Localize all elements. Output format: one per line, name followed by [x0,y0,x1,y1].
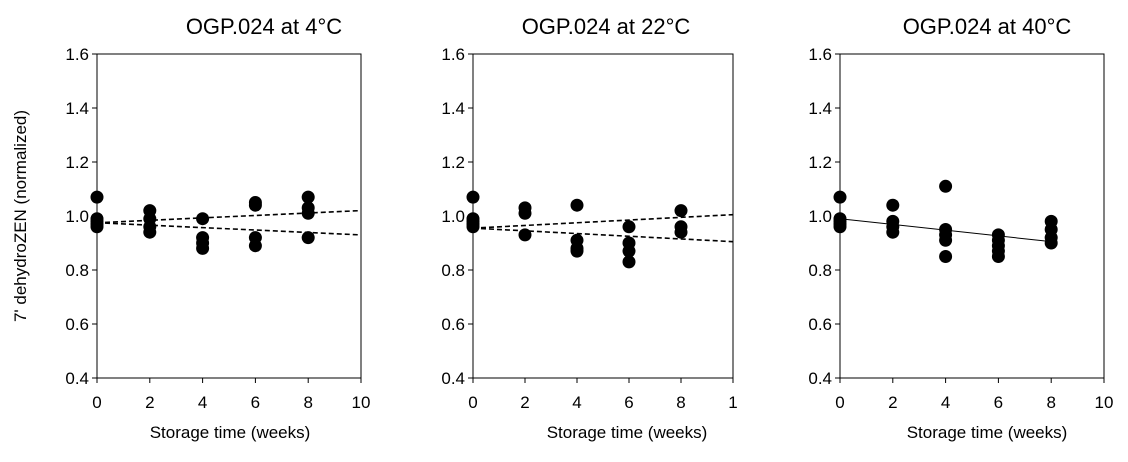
data-point [570,198,584,212]
data-point [939,233,953,247]
data-point [991,250,1005,263]
plot-frame [472,53,734,379]
data-point [518,206,532,220]
data-point [90,220,104,234]
x-tick-label: 6 [624,393,633,412]
x-tick-label: 4 [198,393,207,412]
data-point [518,228,532,242]
x-tick-label: 0 [835,393,844,412]
y-tick-label: 1.4 [441,99,465,118]
data-point [622,220,636,234]
x-tick-label: 10 [1095,393,1114,412]
fit-line-2 [472,227,734,243]
data-point [833,190,847,204]
data-point [301,231,315,245]
x-tick-label: 6 [251,393,260,412]
data-point [196,241,210,255]
x-tick-label: 8 [1046,393,1055,412]
x-tick-label: 0 [468,393,477,412]
y-tick-label: 1.2 [441,153,465,172]
x-tick-label: 8 [676,393,685,412]
chart-panel-1: 0.4 0.6 0.8 1.0 1.2 1.4 1.6 0 2 4 6 8 10 OGP.024 at 4… [11,14,370,442]
y-tick-label: 1.4 [65,99,89,118]
data-point [939,179,953,193]
y-tick-label: 0.8 [65,261,89,280]
chart-title: OGP.024 at 40°C [903,14,1072,39]
chart-panel-2: 0.4 0.6 0.8 1.0 1.2 1.4 1.6 0 2 4 6 8 1 OGP.024 at 22… [441,14,737,442]
x-tick-label: 1 [728,393,737,412]
y-tick-label: 0.4 [65,369,89,388]
data-point [674,225,688,239]
x-tick-label: 0 [92,393,101,412]
chart-title: OGP.024 at 22°C [522,14,691,39]
fit-line-2 [96,221,362,236]
x-tick-label: 8 [303,393,312,412]
x-tick-label: 6 [994,393,1003,412]
y-tick-label: 0.4 [808,369,832,388]
data-point [90,190,104,204]
chart-title: OGP.024 at 4°C [186,14,342,39]
data-point [674,204,688,218]
y-tick-label: 1.2 [65,153,89,172]
x-tick-label: 2 [888,393,897,412]
x-axis-label: Storage time (weeks) [907,423,1068,442]
chart-panel-3: 0.4 0.6 0.8 1.0 1.2 1.4 1.6 0 2 4 6 8 10 OGP.024 at 4… [808,14,1113,442]
y-tick-label: 1.0 [808,207,832,226]
y-tick-label: 1.6 [65,45,89,64]
data-point [196,212,210,226]
y-tick-label: 0.6 [65,315,89,334]
y-tick-label: 0.6 [808,315,832,334]
y-tick-label: 0.4 [441,369,465,388]
y-tick-label: 0.6 [441,315,465,334]
y-tick-label: 1.6 [808,45,832,64]
data-point [248,198,262,212]
data-point [466,220,480,234]
x-tick-label: 4 [941,393,950,412]
data-point [301,206,315,220]
x-axis-label: Storage time (weeks) [547,423,708,442]
y-tick-label: 0.8 [808,261,832,280]
y-tick-label: 1.2 [808,153,832,172]
y-tick-label: 0.8 [441,261,465,280]
y-tick-label: 1.0 [441,207,465,226]
data-point [833,220,847,234]
data-point [466,190,480,204]
data-point [886,225,900,239]
x-tick-label: 4 [572,393,581,412]
y-axis-label: 7' dehydroZEN (normalized) [11,110,30,322]
data-point [301,190,315,204]
fit-line-1 [472,213,734,229]
fit-line-1 [96,209,362,224]
x-tick-label: 10 [352,393,371,412]
x-axis-label: Storage time (weeks) [150,423,311,442]
data-point [886,198,900,212]
data-point [939,250,953,263]
x-tick-label: 2 [145,393,154,412]
data-point [143,225,157,239]
x-tick-label: 2 [520,393,529,412]
data-point [248,239,262,253]
y-tick-label: 1.4 [808,99,832,118]
data-point [622,255,636,269]
plot-frame [839,53,1105,379]
data-point [570,244,584,258]
data-point [622,244,636,258]
data-point [1044,236,1058,250]
y-tick-label: 1.6 [441,45,465,64]
y-tick-label: 1.0 [65,207,89,226]
